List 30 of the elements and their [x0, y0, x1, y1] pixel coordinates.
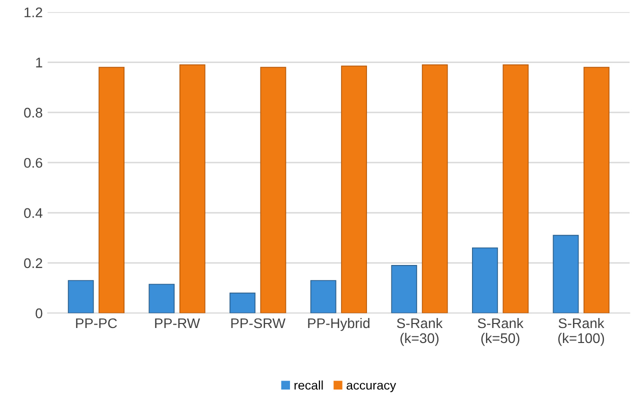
y-tick-label: 0.4: [24, 208, 42, 218]
bar: [68, 280, 94, 314]
y-tick-label: 1: [36, 58, 42, 68]
bar: [552, 234, 579, 314]
bar: [422, 64, 448, 314]
bar: [230, 292, 256, 314]
bar: [148, 284, 175, 314]
bar: [391, 265, 418, 314]
bar: [472, 247, 498, 314]
bar: [179, 64, 206, 314]
bar: [341, 66, 367, 314]
x-tick-label: S-Rank (k=100): [558, 318, 604, 346]
x-tick-label: S-Rank (k=50): [478, 318, 524, 346]
y-tick-label: 0.2: [24, 258, 42, 268]
bar: [502, 64, 529, 314]
x-tick-label: PP-Hybrid: [308, 318, 370, 331]
x-tick-label: PP-SRW: [231, 318, 286, 328]
bar: [584, 66, 610, 314]
y-tick-label: 1.2: [24, 7, 42, 18]
bar: [310, 280, 336, 314]
y-tick-label: 0: [36, 308, 42, 318]
x-tick-label: PP-RW: [155, 318, 200, 328]
x-tick-label: S-Rank (k=30): [396, 318, 443, 346]
y-tick-label: 0.6: [24, 158, 42, 168]
x-tick-label: PP-PC: [76, 318, 117, 328]
bar: [98, 66, 124, 314]
y-tick-label: 0.8: [24, 108, 42, 118]
legend-label: recall: [294, 380, 323, 390]
bar: [260, 66, 286, 314]
legend-label: accuracy: [346, 382, 396, 392]
